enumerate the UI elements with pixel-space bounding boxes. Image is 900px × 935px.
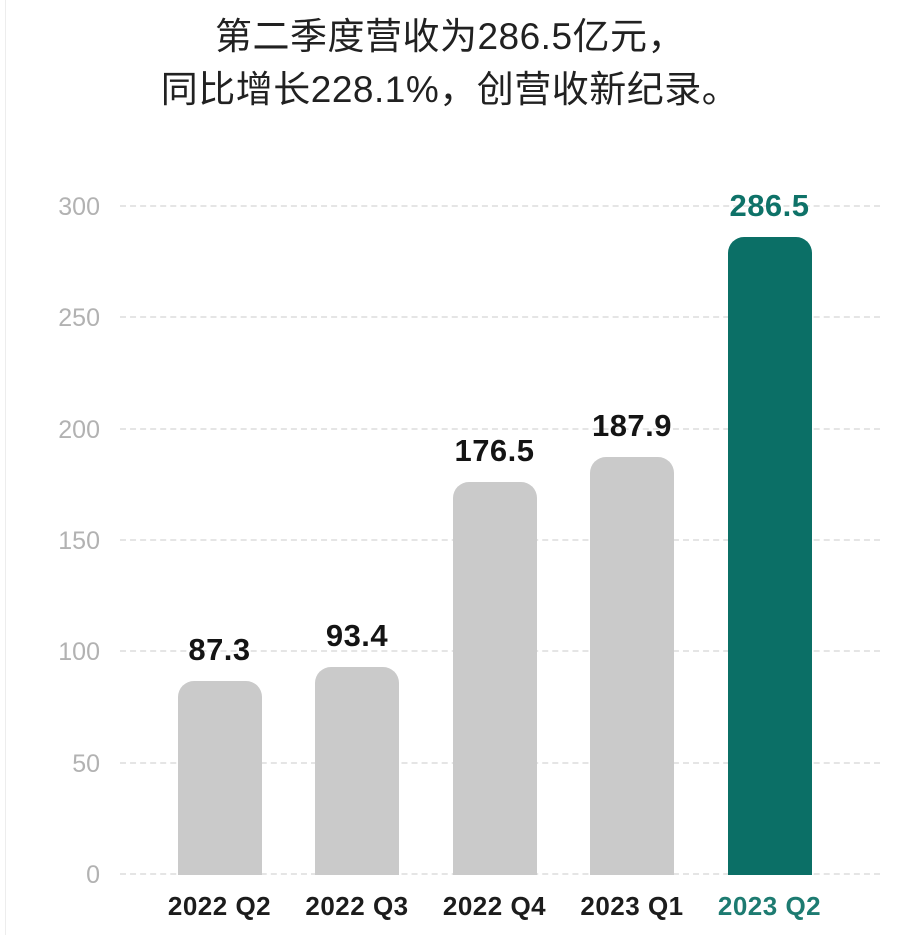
x-axis-label-2023-q2: 2023 Q2	[717, 891, 822, 921]
x-axis-label-2023-q1: 2023 Q1	[580, 891, 684, 921]
y-axis-tick-label-200: 200	[58, 415, 100, 444]
bar-value-label-2022-q2: 87.3	[188, 631, 251, 667]
gridline-250	[120, 316, 880, 319]
bar-value-label-2022-q4: 176.5	[454, 433, 535, 468]
bar-2022-q2	[177, 680, 262, 875]
bar-2023-q1	[590, 456, 674, 875]
y-axis-tick-label-150: 150	[58, 527, 100, 555]
bar-value-label-2023-q1: 187.9	[591, 407, 673, 443]
x-axis-label-2022-q4: 2022 Q4	[442, 891, 547, 921]
gridline-200	[120, 427, 880, 430]
y-axis-tick-label-100: 100	[58, 638, 100, 667]
page-edge-line	[5, 0, 6, 935]
chart-title-line-2: 同比增长228.1%，创营收新纪录。	[160, 69, 740, 110]
bar-2023-q2	[727, 237, 812, 875]
bar-value-label-2023-q2: 286.5	[729, 188, 810, 224]
bar-2022-q3	[315, 667, 399, 875]
chart-title: 第二季度营收为286.5亿元， 同比增长228.1%，创营收新纪录。	[0, 10, 900, 116]
y-axis-tick-label-250: 250	[58, 304, 100, 333]
bar-value-label-2022-q3: 93.4	[325, 618, 389, 654]
gridline-300	[120, 205, 880, 207]
x-axis-label-2022-q3: 2022 Q3	[305, 891, 409, 921]
bar-2022-q4	[452, 482, 537, 875]
y-axis-tick-label-50: 50	[72, 749, 100, 778]
y-axis-tick-label-0: 0	[86, 861, 100, 889]
plot-area: 0 50 100 150 200 250 300 87.3 93.4 176.5 187.9 286.…	[58, 188, 880, 889]
x-axis: 2022 Q2 2022 Q3 2022 Q4 2023 Q1 2023 Q2	[120, 891, 880, 927]
chart-title-line-1: 第二季度营收为286.5亿元，	[214, 16, 686, 57]
x-axis-label-2022-q2: 2022 Q2	[167, 891, 272, 921]
y-axis-tick-label-300: 300	[58, 193, 100, 221]
